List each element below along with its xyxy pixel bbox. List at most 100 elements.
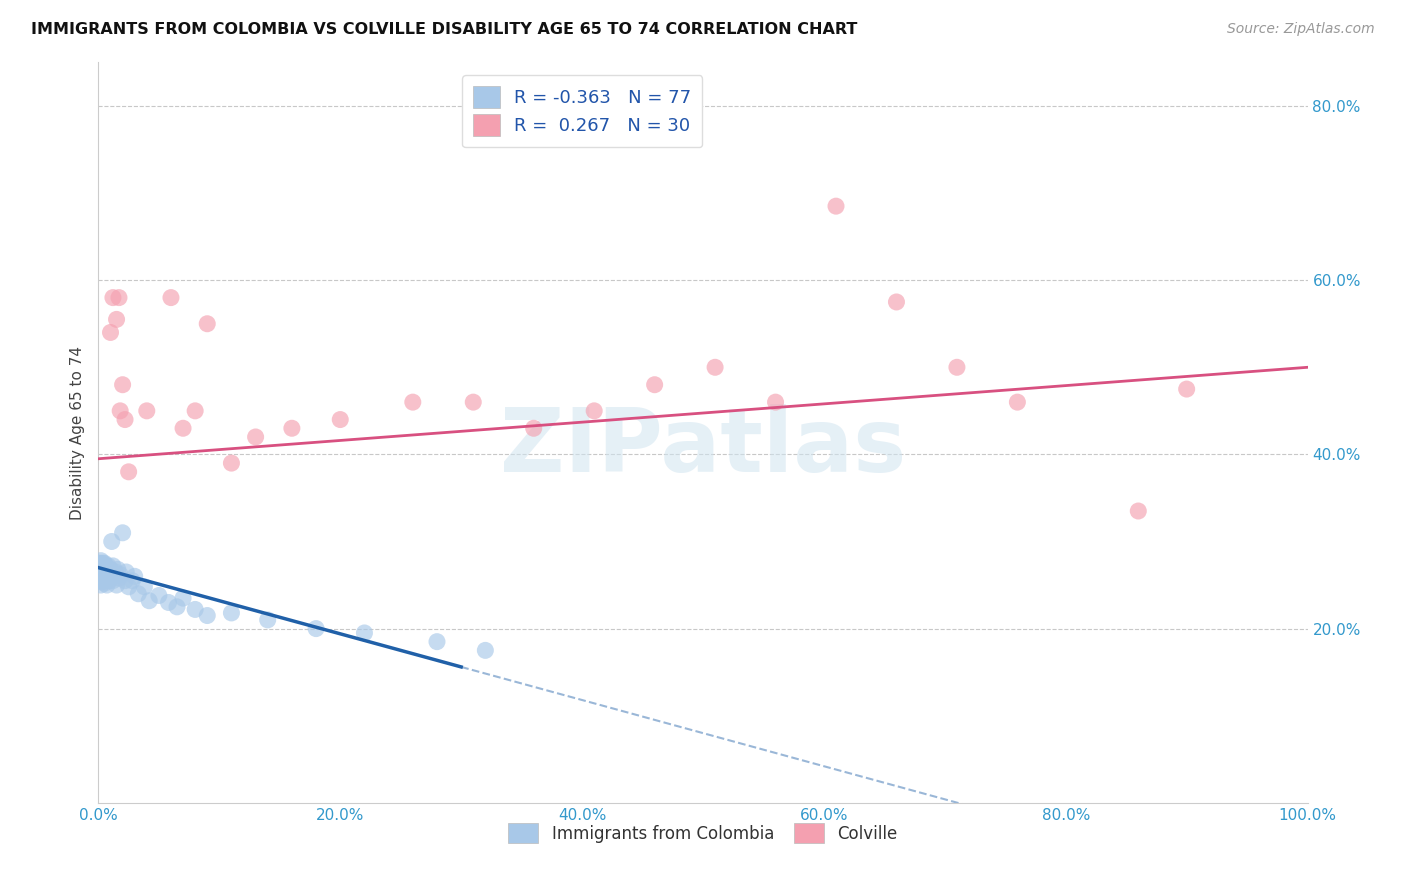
Point — [97, 571, 120, 585]
Point — [111, 377, 134, 392]
Point — [105, 578, 128, 592]
Point — [157, 595, 180, 609]
Point — [195, 608, 218, 623]
Point — [91, 560, 114, 574]
Point — [89, 574, 111, 588]
Point — [107, 562, 129, 576]
Point — [104, 565, 127, 579]
Point — [111, 525, 134, 540]
Point — [91, 569, 114, 583]
Point — [94, 562, 117, 576]
Point — [91, 574, 114, 588]
Point — [91, 558, 114, 573]
Point — [97, 567, 120, 582]
Point — [166, 599, 188, 614]
Point — [91, 574, 114, 589]
Point — [825, 199, 848, 213]
Point — [89, 560, 111, 574]
Point — [90, 562, 112, 576]
Point — [94, 558, 117, 573]
Point — [90, 558, 112, 573]
Point — [426, 634, 449, 648]
Point — [91, 571, 114, 585]
Point — [94, 574, 117, 588]
Point — [98, 565, 121, 579]
Point — [704, 360, 727, 375]
Point — [281, 421, 304, 435]
Point — [91, 565, 114, 579]
Point — [108, 571, 131, 585]
Point — [474, 643, 496, 657]
Point — [90, 569, 112, 583]
Point — [245, 430, 267, 444]
Point — [305, 622, 328, 636]
Point — [160, 291, 183, 305]
Point — [108, 291, 131, 305]
Point — [329, 412, 352, 426]
Point — [127, 587, 149, 601]
Point — [96, 560, 118, 574]
Text: Source: ZipAtlas.com: Source: ZipAtlas.com — [1227, 22, 1375, 37]
Point — [114, 574, 136, 588]
Point — [644, 377, 666, 392]
Point — [91, 556, 114, 570]
Point — [221, 606, 243, 620]
Point — [96, 578, 118, 592]
Point — [100, 326, 122, 340]
Point — [108, 567, 131, 582]
Point — [93, 571, 115, 585]
Point — [184, 404, 207, 418]
Point — [118, 465, 141, 479]
Point — [96, 565, 118, 579]
Point — [256, 613, 278, 627]
Legend: Immigrants from Colombia, Colville: Immigrants from Colombia, Colville — [502, 816, 904, 850]
Point — [90, 578, 112, 592]
Point — [91, 571, 114, 585]
Point — [138, 593, 160, 607]
Point — [90, 556, 112, 570]
Point — [172, 591, 194, 606]
Point — [91, 565, 114, 579]
Point — [91, 567, 114, 582]
Point — [93, 576, 115, 591]
Y-axis label: Disability Age 65 to 74: Disability Age 65 to 74 — [70, 345, 86, 520]
Point — [100, 569, 122, 583]
Point — [105, 312, 128, 326]
Point — [90, 567, 112, 582]
Point — [463, 395, 485, 409]
Point — [90, 554, 112, 568]
Point — [195, 317, 218, 331]
Point — [98, 574, 121, 588]
Point — [89, 569, 111, 583]
Point — [1175, 382, 1198, 396]
Point — [1007, 395, 1029, 409]
Point — [89, 556, 111, 570]
Point — [1128, 504, 1150, 518]
Point — [121, 574, 143, 588]
Point — [94, 567, 117, 582]
Point — [91, 569, 114, 583]
Point — [101, 291, 124, 305]
Point — [100, 534, 122, 549]
Point — [135, 404, 157, 418]
Point — [124, 569, 146, 583]
Point — [765, 395, 787, 409]
Point — [221, 456, 243, 470]
Point — [353, 626, 375, 640]
Point — [89, 565, 111, 579]
Point — [115, 565, 138, 579]
Text: IMMIGRANTS FROM COLOMBIA VS COLVILLE DISABILITY AGE 65 TO 74 CORRELATION CHART: IMMIGRANTS FROM COLOMBIA VS COLVILLE DIS… — [31, 22, 858, 37]
Point — [100, 562, 122, 576]
Point — [93, 556, 115, 570]
Point — [114, 412, 136, 426]
Point — [91, 560, 114, 574]
Point — [184, 602, 207, 616]
Point — [148, 589, 170, 603]
Point — [523, 421, 546, 435]
Point — [93, 562, 115, 576]
Point — [103, 569, 125, 583]
Point — [93, 565, 115, 579]
Point — [118, 580, 141, 594]
Point — [886, 295, 908, 310]
Point — [172, 421, 194, 435]
